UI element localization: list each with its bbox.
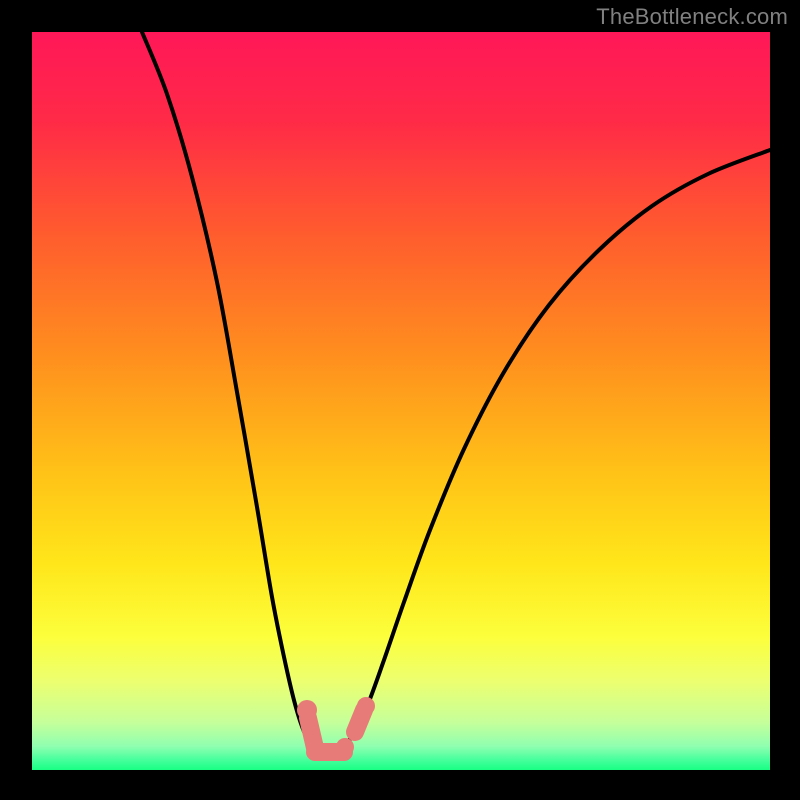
- marker-dot: [336, 738, 354, 756]
- attribution-text: TheBottleneck.com: [596, 4, 788, 30]
- marker-dot: [357, 697, 375, 715]
- bottleneck-chart: [0, 0, 800, 800]
- gradient-background: [32, 32, 770, 770]
- chart-container: TheBottleneck.com: [0, 0, 800, 800]
